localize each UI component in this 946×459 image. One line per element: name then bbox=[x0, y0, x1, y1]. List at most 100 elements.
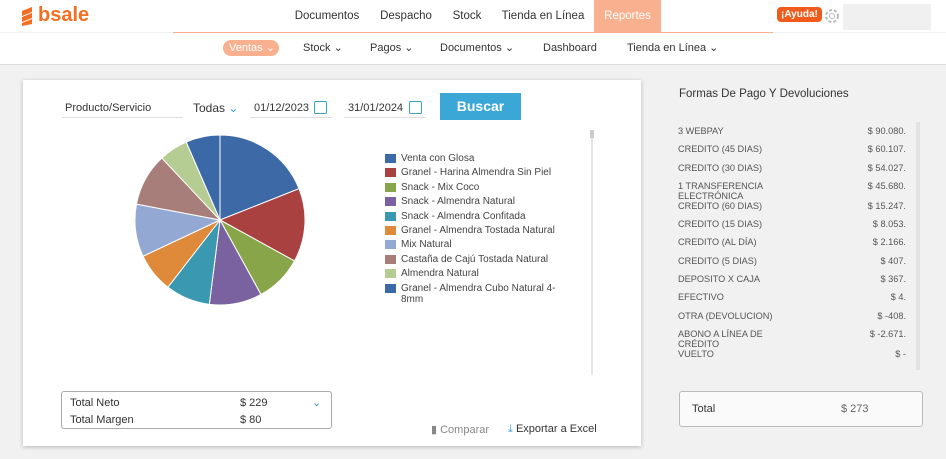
scope-select[interactable]: Todas ⌄ bbox=[193, 101, 239, 115]
scrollbar bbox=[591, 130, 593, 375]
legend-item: Granel - Harina Almendra Sin Piel bbox=[385, 167, 565, 178]
totals: Total Neto $ 229 Total Margen $ 80 bbox=[70, 395, 270, 429]
user-box[interactable] bbox=[843, 4, 931, 30]
payment-row: EFECTIVO $ 4. bbox=[678, 292, 906, 310]
compare-button[interactable]: ▮ Comparar bbox=[431, 424, 490, 436]
payment-row: CREDITO (30 DIAS) $ 54.027. bbox=[678, 163, 906, 181]
report-card bbox=[23, 80, 641, 446]
payment-method: CREDITO (45 DIAS) bbox=[678, 144, 763, 155]
payments-total-box bbox=[679, 391, 923, 427]
calendar-icon[interactable] bbox=[409, 101, 422, 114]
payment-amount: $ 60.107. bbox=[867, 144, 906, 155]
submenu-item[interactable]: Ventas ⌄ bbox=[229, 42, 275, 54]
submenu-item[interactable]: Dashboard bbox=[543, 42, 597, 54]
submenu-item[interactable]: Tienda en Línea ⌄ bbox=[627, 42, 719, 54]
legend-swatch bbox=[385, 182, 396, 192]
payment-method: VUELTO bbox=[678, 348, 714, 359]
menu-item[interactable]: Tienda en Línea bbox=[501, 10, 585, 22]
compare-label: Comparar bbox=[440, 424, 490, 436]
payment-row: 1 TRANSFERENCIA ELECTRÓNICA $ 45.680. bbox=[678, 181, 906, 201]
payment-row: CREDITO (5 DIAS) $ 407. bbox=[678, 256, 906, 274]
legend-label: Granel - Harina Almendra Sin Piel bbox=[401, 167, 552, 179]
menu-item[interactable]: Reportes bbox=[604, 10, 651, 22]
legend: Venta con Glosa Granel - Harina Almendra … bbox=[385, 153, 565, 308]
expand-icon[interactable]: ⌄ bbox=[312, 397, 322, 409]
scroll-thumb[interactable] bbox=[590, 130, 594, 138]
menu-item[interactable]: Documentos bbox=[294, 10, 360, 22]
payment-amount: $ 90.080. bbox=[867, 126, 906, 136]
settings-icon[interactable] bbox=[823, 7, 841, 25]
active-sub-bg bbox=[223, 40, 279, 56]
payment-amount: $ -2.671. bbox=[869, 328, 906, 339]
export-label: Exportar a Excel bbox=[515, 423, 597, 435]
submenu-item[interactable]: Stock ⌄ bbox=[303, 42, 343, 54]
submenu-label: Stock bbox=[303, 42, 331, 54]
menu-item[interactable]: Despacho bbox=[380, 10, 432, 22]
product-input[interactable]: Producto/Servicio bbox=[62, 99, 183, 118]
legend-label: Granel - Almendra Cubo Natural 4-8mm bbox=[401, 282, 556, 305]
legend-swatch bbox=[385, 240, 396, 250]
legend-swatch bbox=[385, 168, 396, 178]
payment-row: CREDITO (60 DIAS) $ 15.247. bbox=[678, 201, 906, 219]
scope-label: Todas bbox=[193, 101, 226, 115]
total-label: Total Neto bbox=[70, 397, 120, 409]
legend-label: Snack - Almendra Natural bbox=[401, 196, 515, 208]
payment-row: CREDITO (AL DÍA) $ 2.166. bbox=[678, 237, 906, 255]
legend-swatch bbox=[385, 254, 396, 264]
payment-method: 3 WEBPAY bbox=[678, 126, 724, 136]
payment-amount: $ 8.053. bbox=[872, 219, 906, 230]
submenu-label: Ventas bbox=[229, 42, 263, 54]
pie-slice bbox=[218, 188, 306, 262]
legend-item: Venta con Glosa bbox=[385, 153, 565, 164]
payment-method: CREDITO (5 DIAS) bbox=[678, 255, 757, 266]
legend-label: Venta con Glosa bbox=[401, 153, 475, 164]
payment-row: ABONO A LÍNEA DE CRÉDITO $ -2.671. bbox=[678, 329, 906, 349]
total-value: $ 229 bbox=[240, 397, 268, 409]
legend-item: Mix Natural bbox=[385, 239, 565, 250]
help-button[interactable]: ¡Ayuda! bbox=[777, 7, 822, 22]
payment-row: 3 WEBPAY $ 90.080. bbox=[678, 126, 906, 144]
legend-item: Granel - Almendra Tostada Natural bbox=[385, 225, 565, 236]
payments-list: 3 WEBPAY $ 90.080. CREDITO (45 DIAS) $ 60.1… bbox=[678, 126, 906, 367]
payment-row: CREDITO (45 DIAS) $ 60.107. bbox=[678, 144, 906, 162]
legend-label: Snack - Mix Coco bbox=[401, 181, 480, 193]
payment-row: OTRA (DEVOLUCION) $ -408. bbox=[678, 311, 906, 329]
payment-method: CREDITO (60 DIAS) bbox=[678, 200, 763, 211]
submenu-item[interactable]: Pagos ⌄ bbox=[370, 42, 414, 54]
payment-amount: $ 15.247. bbox=[867, 200, 906, 211]
payments-total-value: $ 273 bbox=[841, 403, 869, 415]
payment-amount: $ 45.680. bbox=[867, 180, 906, 191]
payment-method: CREDITO (30 DIAS) bbox=[678, 162, 763, 173]
legend-item: Snack - Almendra Confitada bbox=[385, 211, 565, 222]
total-row: Total Margen $ 80 bbox=[70, 412, 270, 429]
payment-method: 1 TRANSFERENCIA ELECTRÓNICA bbox=[678, 180, 763, 201]
logo-icon bbox=[22, 7, 32, 26]
legend-label: Castaña de Cajú Tostada Natural bbox=[401, 253, 549, 265]
pie-slice bbox=[185, 134, 221, 221]
search-button[interactable]: Buscar bbox=[440, 93, 521, 120]
legend-item: Snack - Almendra Natural bbox=[385, 196, 565, 207]
submenu-label: Tienda en Línea bbox=[627, 42, 707, 54]
submenu-label: Pagos bbox=[370, 42, 402, 54]
sub-bar bbox=[0, 33, 946, 65]
total-label: Total Margen bbox=[70, 414, 134, 426]
payment-row: CREDITO (15 DIAS) $ 8.053. bbox=[678, 219, 906, 237]
pie-slice bbox=[219, 134, 300, 221]
legend-swatch bbox=[385, 197, 396, 207]
logo[interactable]: bsale bbox=[38, 4, 90, 26]
payment-row: DEPOSITO X CAJA $ 367. bbox=[678, 274, 906, 292]
date-from[interactable]: 01/12/2023 bbox=[250, 99, 332, 118]
active-tab-bg bbox=[594, 0, 661, 32]
legend-item: Almendra Natural bbox=[385, 268, 565, 279]
calendar-icon[interactable] bbox=[314, 101, 327, 114]
legend-swatch bbox=[385, 269, 396, 279]
menu-item[interactable]: Stock bbox=[452, 10, 482, 22]
legend-swatch bbox=[385, 154, 396, 163]
submenu-item[interactable]: Documentos ⌄ bbox=[440, 42, 515, 54]
payment-amount: $ -408. bbox=[877, 310, 906, 321]
date-to[interactable]: 31/01/2024 bbox=[344, 99, 426, 118]
payment-method: DEPOSITO X CAJA bbox=[678, 274, 761, 285]
legend-swatch bbox=[385, 283, 396, 293]
export-button[interactable]: ⤓ Exportar a Excel bbox=[508, 423, 597, 435]
